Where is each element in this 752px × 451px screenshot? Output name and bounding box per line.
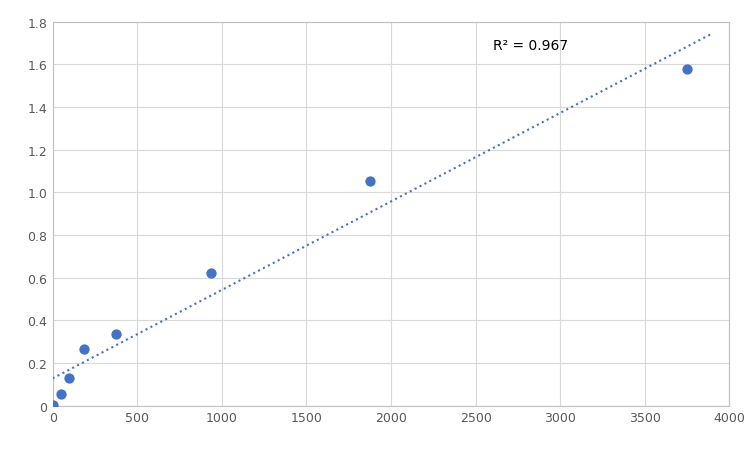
- Point: [55, 391, 67, 398]
- Text: R² = 0.967: R² = 0.967: [493, 39, 568, 53]
- Point: [681, 66, 693, 74]
- Point: [364, 179, 376, 186]
- Point: [78, 345, 90, 352]
- Point: [110, 330, 122, 337]
- Point: [205, 270, 217, 277]
- Point: [62, 375, 74, 382]
- Point: [47, 402, 59, 409]
